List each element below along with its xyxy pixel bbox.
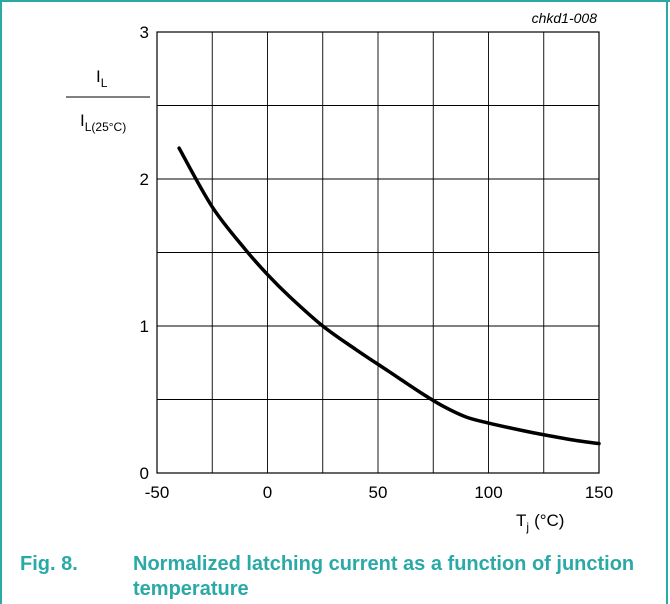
figure-code: chkd1-008 [532,10,598,26]
figure-caption-text: Normalized latching current as a functio… [133,553,635,600]
y-tick-labels: 0 1 2 3 [140,23,149,483]
frame-top-rule [0,0,670,2]
y-tick-label: 2 [140,170,149,189]
x-label: Tj (°C) [516,511,564,534]
plot-border [156,31,600,474]
y-tick-label: 1 [140,317,149,336]
x-tick-label: 100 [474,483,502,502]
x-tick-label: 50 [369,483,388,502]
y-label-denominator: IL(25°C) [80,111,126,134]
x-tick-label: 150 [585,483,613,502]
figure-number: Fig. 8. [20,553,78,575]
x-tick-label: -50 [145,483,170,502]
y-label-numerator: IL [96,67,108,90]
x-tick-labels: -50 0 50 100 150 [145,483,613,502]
y-tick-label: 0 [140,464,149,483]
y-tick-label: 3 [140,23,149,42]
x-tick-label: 0 [263,483,272,502]
series-curve [177,146,601,446]
grid [157,32,599,473]
